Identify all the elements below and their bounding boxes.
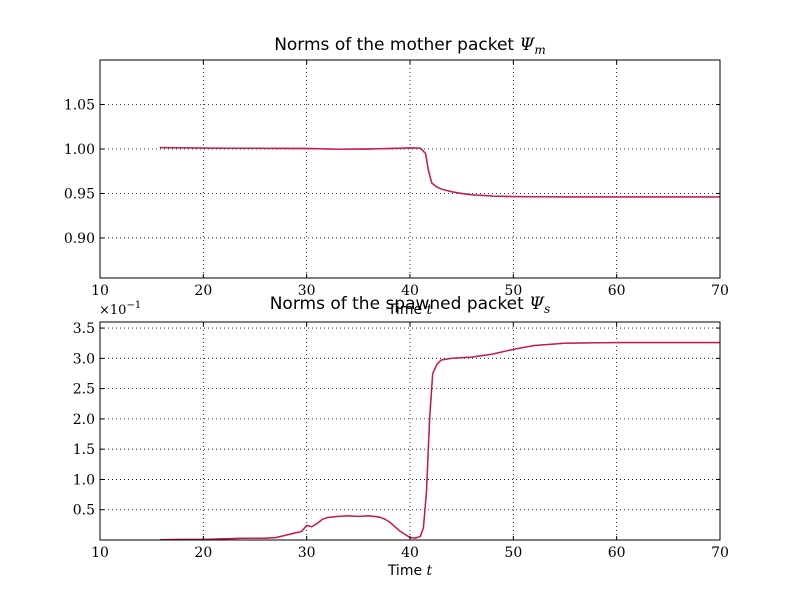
- x-tick-label: 50: [504, 545, 522, 561]
- y-tick-label: 3.5: [73, 321, 95, 337]
- y-tick-label: 2.0: [73, 412, 95, 428]
- spawned-packet-plot: ×10−1 Norms of the spawned packet Ψs 10 2…: [73, 294, 729, 579]
- x-tick-label: 30: [298, 545, 316, 561]
- series-line: [159, 341, 720, 541]
- y-axis-offset: ×10−1: [99, 300, 141, 318]
- y-tick-label: 3.0: [73, 351, 95, 367]
- y-tick-label: 1.5: [73, 442, 95, 458]
- chart-title: Norms of the mother packet Ψm: [274, 35, 546, 57]
- x-axis-label: Time t: [387, 563, 433, 579]
- y-tick-label: 0.5: [73, 503, 95, 519]
- y-tick-label: 1.00: [64, 142, 95, 158]
- series-line: [159, 146, 720, 198]
- x-tick-label: 70: [711, 545, 729, 561]
- x-tick-label: 10: [91, 545, 109, 561]
- x-tick-label: 40: [401, 283, 419, 299]
- y-tick-label: 1.0: [73, 472, 95, 488]
- mother-packet-plot: Norms of the mother packet Ψm 10 20 30 40 50…: [64, 35, 729, 318]
- x-tick-label: 20: [194, 283, 212, 299]
- x-tick-label: 20: [194, 545, 212, 561]
- x-tick-label: 60: [608, 283, 626, 299]
- y-tick-label: 2.5: [73, 382, 95, 398]
- x-tick-label: 50: [504, 283, 522, 299]
- chart-title: Norms of the spawned packet Ψs: [270, 294, 551, 316]
- x-tick-label: 30: [298, 283, 316, 299]
- x-tick-label: 60: [608, 545, 626, 561]
- x-tick-label: 70: [711, 283, 729, 299]
- x-tick-label: 10: [91, 283, 109, 299]
- y-tick-label: 0.95: [64, 186, 95, 202]
- x-tick-label: 40: [401, 545, 419, 561]
- y-tick-label: 1.05: [64, 97, 95, 113]
- y-tick-label: 0.90: [64, 231, 95, 247]
- x-axis-label: Time t: [387, 302, 433, 318]
- series-line: [159, 341, 720, 541]
- series-line: [159, 146, 720, 198]
